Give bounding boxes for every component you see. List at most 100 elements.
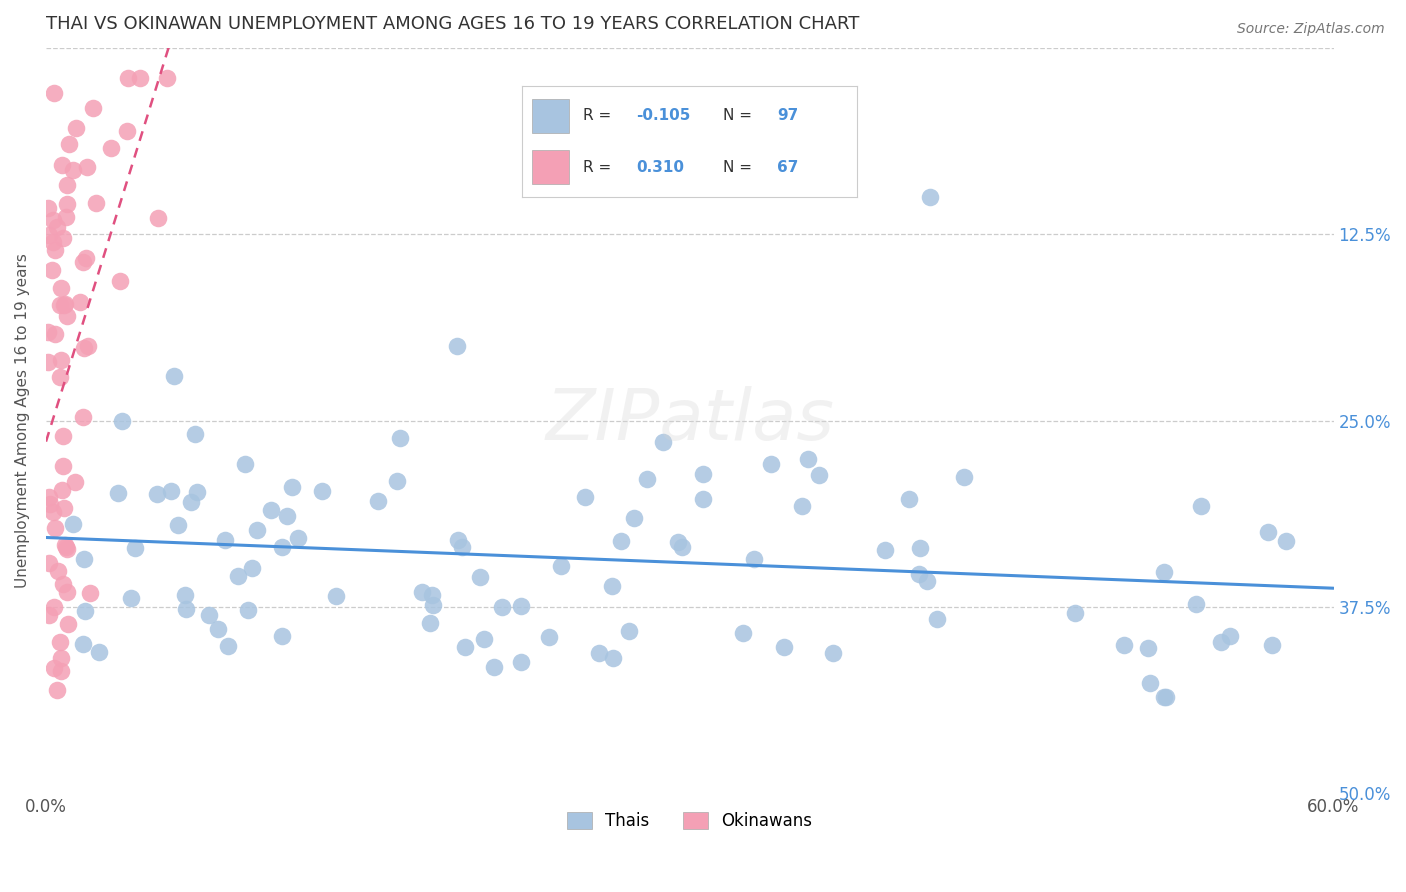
Point [51,651,73,665]
Point [600,579,623,593]
Point [447,533,470,548]
Point [65,475,87,490]
Point [1219,629,1241,643]
Point [56,542,79,557]
Point [1185,597,1208,611]
Point [1257,524,1279,539]
Point [325,590,347,604]
Point [246,523,269,537]
Point [271,628,294,642]
Point [276,509,298,524]
Point [38,497,60,511]
Point [111,415,134,429]
Point [174,587,197,601]
Point [77,339,100,353]
Point [56,616,79,631]
Point [87,645,110,659]
Point [44,599,66,614]
Text: THAI VS OKINAWAN UNEMPLOYMENT AMONG AGES 16 TO 19 YEARS CORRELATION CHART: THAI VS OKINAWAN UNEMPLOYMENT AMONG AGES… [46,15,859,33]
Point [468,569,491,583]
Point [226,568,249,582]
Point [796,452,818,467]
Point [38,490,60,504]
Point [1191,500,1213,514]
Point [52,501,75,516]
Point [238,603,260,617]
Point [72,409,94,424]
Text: Source: ZipAtlas.com: Source: ZipAtlas.com [1237,22,1385,37]
Point [42,86,65,100]
Point [166,518,188,533]
Point [1136,640,1159,655]
Point [55,210,77,224]
Point [52,576,75,591]
Point [44,661,66,675]
Point [1153,566,1175,580]
Point [538,630,561,644]
Point [41,235,63,249]
Point [49,370,72,384]
Point [207,623,229,637]
Point [742,552,765,566]
Point [42,505,65,519]
Point [44,520,66,534]
Point [41,263,63,277]
Point [692,492,714,507]
Point [1275,534,1298,549]
Point [484,660,506,674]
Point [808,468,831,483]
Point [38,608,60,623]
Point [55,196,77,211]
Point [1156,690,1178,704]
Point [451,540,474,554]
Text: ZIPatlas: ZIPatlas [546,386,834,455]
Point [422,598,444,612]
Point [1211,635,1233,649]
Point [82,101,104,115]
Point [1063,606,1085,620]
Point [550,558,572,573]
Point [53,298,76,312]
Point [146,487,169,501]
Point [472,632,495,646]
Point [491,599,513,614]
Point [56,310,79,324]
Point [44,243,66,257]
Point [636,472,658,486]
Point [163,368,186,383]
Point [45,682,67,697]
Point [761,457,783,471]
Point [69,294,91,309]
Point [692,467,714,481]
Point [38,228,60,243]
Point [875,542,897,557]
Point [62,517,84,532]
Point [198,607,221,622]
Point [731,626,754,640]
Point [53,539,76,553]
Point [602,650,624,665]
Point [160,484,183,499]
Point [311,483,333,498]
Point [49,280,72,294]
Point [65,120,87,135]
Point [75,252,97,266]
Point [55,540,77,554]
Point [652,435,675,450]
Point [44,326,66,341]
Point [446,339,468,353]
Point [411,585,433,599]
Point [271,540,294,554]
Point [671,541,693,555]
Point [388,431,411,445]
Point [186,484,208,499]
Point [49,298,72,312]
Point [146,211,169,226]
Point [38,556,60,570]
Point [120,591,142,606]
Point [76,160,98,174]
Point [49,664,72,678]
Point [56,585,79,599]
Point [156,71,179,86]
Point [1153,690,1175,705]
